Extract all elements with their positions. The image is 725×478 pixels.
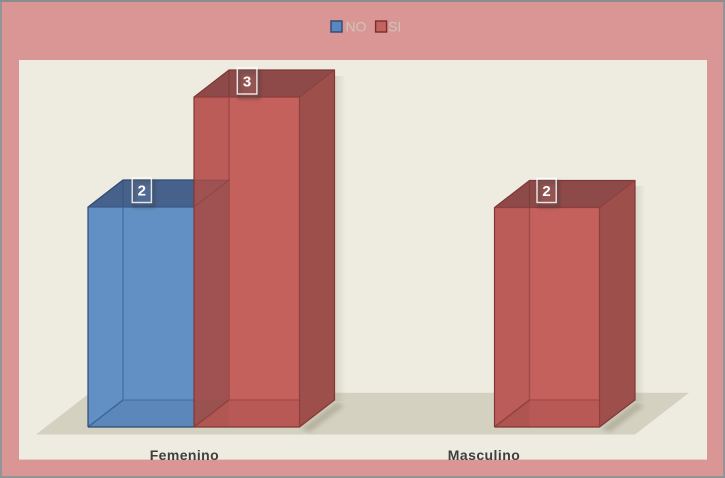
svg-text:2: 2 [542,183,550,200]
svg-text:2: 2 [138,183,146,200]
svg-text:Masculino: Masculino [448,447,521,463]
svg-text:Femenino: Femenino [150,447,219,463]
svg-text:SI: SI [388,19,401,35]
svg-text:3: 3 [243,73,251,90]
svg-text:NO: NO [346,19,367,35]
